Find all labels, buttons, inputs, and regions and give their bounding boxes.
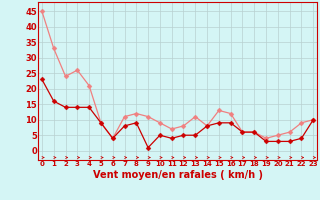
X-axis label: Vent moyen/en rafales ( km/h ): Vent moyen/en rafales ( km/h ) xyxy=(92,170,263,180)
